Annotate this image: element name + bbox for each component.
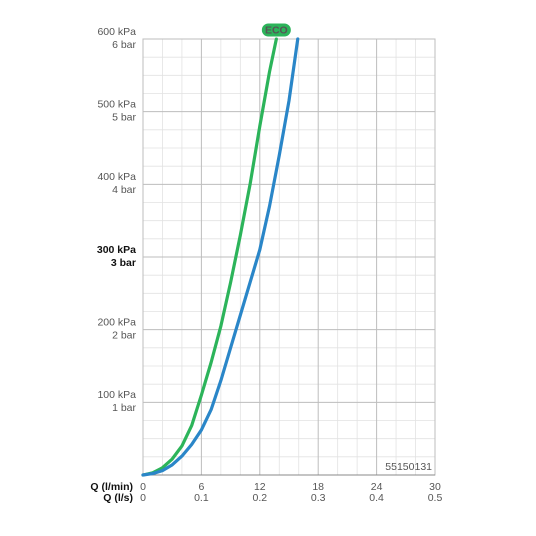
x-tick-label: 0 (140, 481, 146, 493)
y2-tick-label: 3 bar (111, 257, 136, 269)
x2-tick-label: 0.4 (369, 492, 384, 504)
y2-tick-label: 1 bar (112, 402, 136, 414)
y-tick-label: 100 kPa (97, 389, 136, 401)
y-tick-label: 200 kPa (97, 316, 136, 328)
x2-tick-label: 0 (140, 492, 146, 504)
x2-axis-label: Q (l/s) (103, 492, 133, 504)
y-tick-label: 300 kPa (97, 244, 136, 256)
x-tick-label: 6 (198, 481, 204, 493)
x2-tick-label: 0.1 (194, 492, 209, 504)
legend-label: ECO (265, 24, 288, 36)
y2-tick-label: 5 bar (112, 111, 136, 123)
y2-tick-label: 6 bar (112, 39, 136, 51)
y-tick-label: 600 kPa (97, 26, 136, 38)
y-tick-label: 400 kPa (97, 171, 136, 183)
x-tick-label: 18 (312, 481, 324, 493)
y2-tick-label: 4 bar (112, 184, 136, 196)
y2-tick-label: 2 bar (112, 329, 136, 341)
series-line (141, 37, 278, 477)
x2-tick-label: 0.5 (428, 492, 443, 504)
legend-badge (260, 22, 292, 38)
x2-tick-label: 0.2 (252, 492, 267, 504)
x-tick-label: 12 (254, 481, 266, 493)
x-axis-label: Q (l/min) (90, 481, 133, 493)
x-tick-label: 24 (371, 481, 383, 493)
y-tick-label: 500 kPa (97, 98, 136, 110)
x2-tick-label: 0.3 (311, 492, 326, 504)
annotation: 55150131 (385, 461, 432, 473)
series-line (141, 37, 300, 477)
x-tick-label: 30 (429, 481, 441, 493)
